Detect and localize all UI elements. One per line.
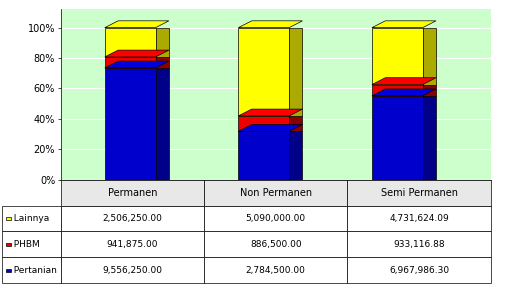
Bar [371,28,422,85]
Polygon shape [238,109,302,116]
Bar [105,57,155,68]
Polygon shape [422,96,435,180]
Bar [238,116,288,131]
Polygon shape [105,50,169,57]
Polygon shape [238,21,302,28]
Bar [238,131,288,180]
Polygon shape [238,125,302,131]
Bar [105,28,155,57]
Polygon shape [288,116,302,131]
Polygon shape [288,28,302,116]
Polygon shape [155,68,169,180]
Polygon shape [422,28,435,85]
Bar [238,28,288,116]
Polygon shape [371,78,435,85]
Bar [371,85,422,96]
Polygon shape [155,28,169,57]
Polygon shape [371,89,435,96]
Bar [105,68,155,180]
Polygon shape [105,21,169,28]
Polygon shape [288,131,302,180]
Bar [371,96,422,180]
Polygon shape [155,57,169,68]
Polygon shape [105,61,169,68]
Polygon shape [371,21,435,28]
Polygon shape [422,85,435,96]
